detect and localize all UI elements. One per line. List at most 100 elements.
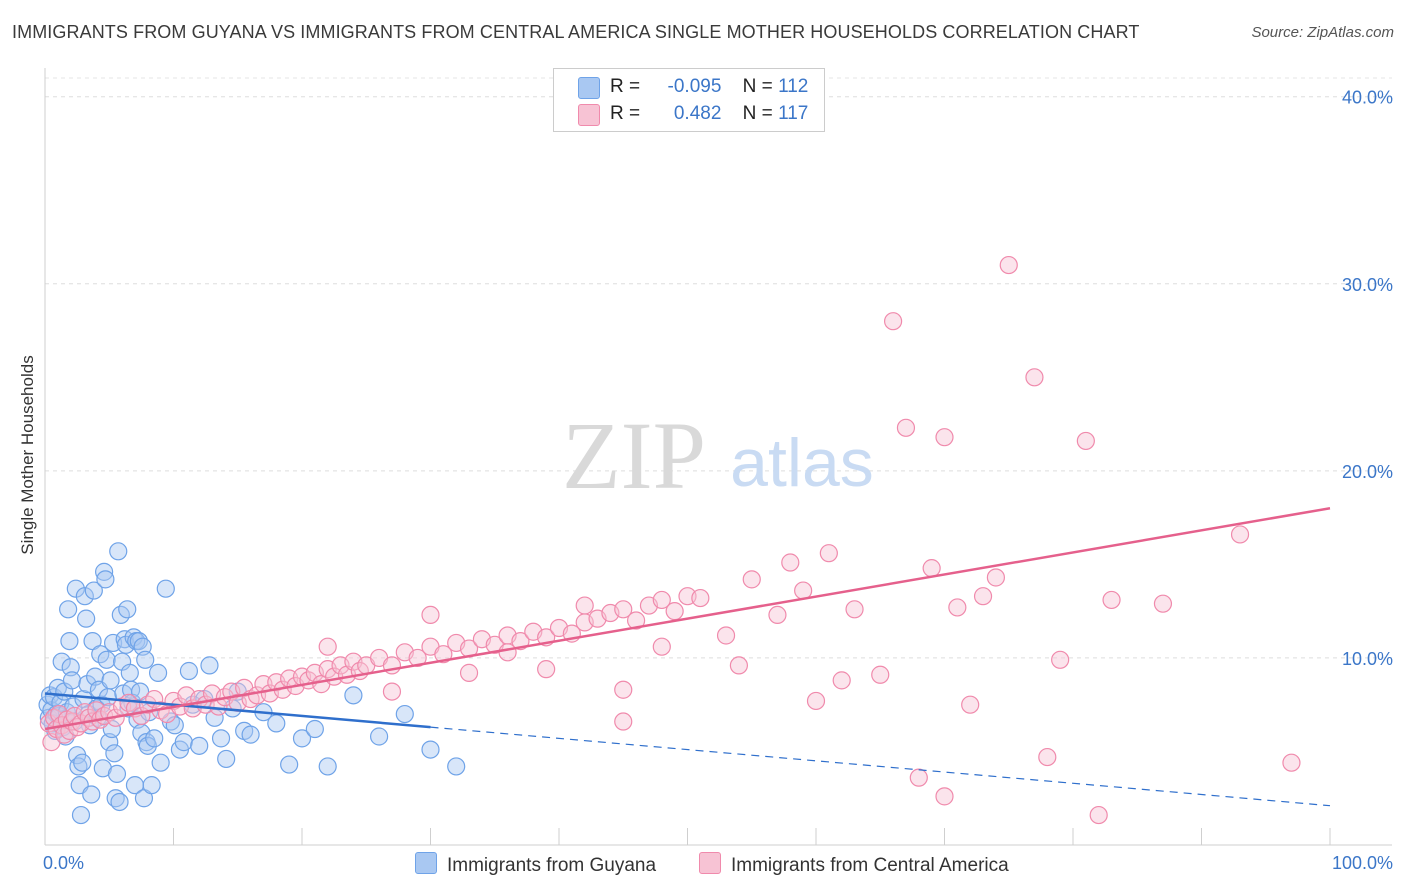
correlation-legend: R = -0.095 N = 112 R = 0.482 N = 117 <box>553 68 825 132</box>
source-credit: Source: ZipAtlas.com <box>1251 24 1394 41</box>
point-central-america <box>691 588 710 608</box>
legend-n-value: 112 <box>778 76 809 97</box>
point-guyana <box>109 542 128 561</box>
chart-title: IMMIGRANTS FROM GUYANA VS IMMIGRANTS FRO… <box>12 22 1140 42</box>
point-guyana <box>118 600 137 619</box>
point-guyana <box>151 753 170 772</box>
point-guyana <box>82 785 101 804</box>
point-guyana <box>200 656 219 675</box>
point-guyana <box>267 714 286 733</box>
point-central-america <box>948 598 967 617</box>
point-guyana <box>344 686 363 705</box>
point-central-america <box>1076 431 1095 451</box>
point-central-america <box>935 428 954 447</box>
series-label: Immigrants from Guyana <box>447 855 657 876</box>
point-guyana <box>105 744 124 763</box>
point-central-america <box>922 559 941 578</box>
watermark-zip: ZIP <box>562 402 706 509</box>
y-axis-label: Single Mother Households <box>18 355 37 555</box>
point-guyana <box>62 671 82 690</box>
point-central-america <box>973 587 993 606</box>
x-tick-label: 100.0% <box>1332 853 1393 873</box>
point-guyana <box>138 736 157 755</box>
point-central-america <box>768 605 787 625</box>
point-central-america <box>961 695 980 714</box>
point-guyana <box>305 719 324 739</box>
point-guyana <box>370 727 389 746</box>
point-central-america <box>626 611 646 630</box>
point-central-america <box>614 600 633 619</box>
point-central-america <box>729 656 749 675</box>
point-central-america <box>883 312 903 331</box>
point-central-america <box>845 600 864 619</box>
point-central-america <box>459 663 479 682</box>
point-guyana <box>179 661 199 681</box>
point-guyana <box>60 631 79 651</box>
point-guyana <box>115 630 134 649</box>
point-central-america <box>1089 805 1108 825</box>
trend-line-guyana-extension <box>430 726 1331 807</box>
point-central-america <box>575 596 594 615</box>
point-central-america <box>614 712 633 731</box>
point-guyana <box>148 663 168 682</box>
watermark-atlas: atlas <box>730 425 874 501</box>
point-central-america <box>742 570 761 589</box>
point-guyana <box>280 755 299 774</box>
point-guyana <box>174 733 193 752</box>
point-guyana <box>110 792 129 812</box>
trend-line-central-america <box>44 507 1331 731</box>
point-guyana <box>142 776 161 795</box>
legend-r-value: -0.095 <box>667 76 722 97</box>
legend-n-label: N = <box>742 103 773 124</box>
point-guyana <box>395 704 414 724</box>
legend-r-label: R = <box>610 76 641 97</box>
point-guyana <box>59 600 78 619</box>
point-guyana <box>77 609 96 628</box>
point-central-america <box>935 787 954 806</box>
point-guyana <box>292 729 312 748</box>
point-central-america <box>408 648 427 668</box>
grid-lines <box>45 77 1392 659</box>
point-guyana <box>156 579 175 598</box>
x-tick-label: 0.0% <box>43 853 84 873</box>
point-guyana <box>211 729 231 748</box>
point-guyana <box>190 736 209 755</box>
point-guyana <box>120 663 139 682</box>
y-tick-label: 10.0% <box>1342 649 1393 669</box>
point-guyana <box>421 740 440 759</box>
series-legend-guyana: Immigrants from Guyana <box>415 852 656 877</box>
point-central-america <box>781 553 800 572</box>
series-swatch-pink <box>699 852 721 874</box>
point-guyana <box>97 650 116 669</box>
point-central-america <box>537 660 556 679</box>
series-legend-central-america: Immigrants from Central America <box>699 852 1009 877</box>
point-guyana <box>107 764 127 784</box>
legend-swatch-blue <box>578 77 600 99</box>
point-central-america <box>1038 747 1057 767</box>
point-central-america <box>871 665 890 684</box>
y-tick-label: 20.0% <box>1342 462 1393 482</box>
y-tick-label: 40.0% <box>1342 88 1393 108</box>
legend-swatch-pink <box>578 104 600 126</box>
point-central-america <box>614 680 633 699</box>
point-guyana <box>52 652 71 671</box>
point-central-america <box>318 637 337 656</box>
point-central-america <box>716 626 736 645</box>
series-swatch-blue <box>415 852 437 874</box>
point-central-america <box>999 255 1018 275</box>
point-guyana <box>145 729 164 748</box>
legend-r-label: R = <box>610 103 641 124</box>
point-guyana <box>84 581 103 600</box>
point-guyana <box>136 650 155 669</box>
watermark: ZIP atlas <box>562 402 874 509</box>
series-label: Immigrants from Central America <box>731 855 1009 876</box>
point-guyana <box>318 757 337 776</box>
legend-r-value: 0.482 <box>673 103 722 124</box>
point-central-america <box>382 682 402 701</box>
point-central-america <box>1153 594 1173 613</box>
point-guyana <box>92 695 111 714</box>
point-guyana <box>217 749 236 769</box>
point-guyana <box>241 725 260 744</box>
point-central-america <box>1102 590 1121 610</box>
point-central-america <box>819 544 838 563</box>
